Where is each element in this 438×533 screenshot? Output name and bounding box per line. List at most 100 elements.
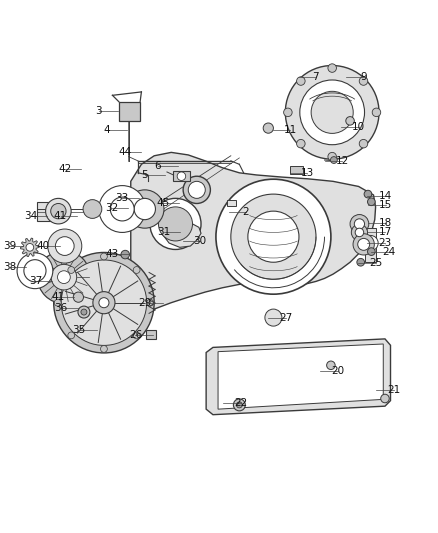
Polygon shape bbox=[131, 152, 376, 335]
Circle shape bbox=[265, 309, 282, 326]
Circle shape bbox=[284, 108, 292, 117]
Text: 33: 33 bbox=[115, 193, 128, 204]
Text: 17: 17 bbox=[378, 227, 392, 237]
Text: 30: 30 bbox=[194, 236, 207, 246]
Circle shape bbox=[133, 266, 140, 273]
Bar bbox=[290, 166, 303, 174]
Circle shape bbox=[297, 140, 305, 148]
Circle shape bbox=[354, 219, 364, 229]
Circle shape bbox=[81, 309, 87, 315]
Circle shape bbox=[51, 264, 77, 290]
Circle shape bbox=[381, 394, 389, 403]
Circle shape bbox=[357, 259, 364, 266]
Circle shape bbox=[78, 306, 90, 318]
Circle shape bbox=[46, 198, 71, 224]
Text: 27: 27 bbox=[279, 313, 293, 324]
Circle shape bbox=[121, 251, 130, 259]
Text: 7: 7 bbox=[312, 72, 318, 82]
Circle shape bbox=[126, 190, 164, 228]
Circle shape bbox=[177, 172, 186, 181]
Circle shape bbox=[68, 266, 74, 273]
Text: 29: 29 bbox=[138, 298, 152, 308]
Bar bbox=[226, 200, 236, 206]
Text: 31: 31 bbox=[157, 227, 170, 237]
Circle shape bbox=[147, 300, 154, 306]
Text: 18: 18 bbox=[379, 218, 392, 228]
Text: 25: 25 bbox=[369, 258, 382, 268]
Circle shape bbox=[133, 332, 140, 339]
Text: 9: 9 bbox=[360, 72, 367, 82]
Text: 10: 10 bbox=[352, 122, 365, 132]
Circle shape bbox=[327, 361, 335, 369]
Circle shape bbox=[353, 233, 374, 255]
Circle shape bbox=[355, 228, 364, 237]
Circle shape bbox=[330, 157, 337, 164]
Text: 39: 39 bbox=[3, 241, 16, 251]
Polygon shape bbox=[21, 238, 39, 256]
Circle shape bbox=[57, 271, 70, 284]
Text: 38: 38 bbox=[4, 262, 17, 272]
Circle shape bbox=[372, 108, 381, 117]
Text: 41: 41 bbox=[51, 292, 64, 302]
Bar bbox=[173, 171, 190, 181]
Circle shape bbox=[55, 237, 74, 255]
Circle shape bbox=[363, 236, 378, 251]
Circle shape bbox=[263, 123, 273, 133]
Text: 36: 36 bbox=[54, 303, 67, 313]
Text: 3: 3 bbox=[95, 106, 102, 116]
Circle shape bbox=[68, 332, 74, 339]
Circle shape bbox=[364, 190, 372, 198]
Circle shape bbox=[248, 211, 299, 262]
Text: 44: 44 bbox=[119, 148, 132, 157]
Text: 2: 2 bbox=[242, 207, 249, 217]
Text: 40: 40 bbox=[37, 241, 50, 251]
Circle shape bbox=[237, 402, 242, 408]
Text: 32: 32 bbox=[105, 203, 118, 213]
Circle shape bbox=[367, 198, 375, 206]
Circle shape bbox=[93, 292, 115, 314]
Circle shape bbox=[26, 244, 34, 251]
Circle shape bbox=[17, 253, 53, 289]
Circle shape bbox=[231, 194, 316, 279]
Circle shape bbox=[54, 253, 154, 353]
Polygon shape bbox=[206, 339, 391, 415]
Text: 4: 4 bbox=[103, 125, 110, 135]
Bar bbox=[146, 330, 156, 339]
Circle shape bbox=[188, 181, 205, 198]
Text: 6: 6 bbox=[154, 161, 161, 172]
Circle shape bbox=[233, 399, 245, 411]
Text: 12: 12 bbox=[336, 156, 349, 166]
Circle shape bbox=[134, 198, 155, 220]
Text: 37: 37 bbox=[29, 277, 42, 286]
Circle shape bbox=[99, 185, 146, 232]
Circle shape bbox=[328, 152, 336, 161]
Text: 26: 26 bbox=[129, 330, 142, 341]
Text: 45: 45 bbox=[156, 198, 170, 208]
Circle shape bbox=[101, 253, 107, 260]
Circle shape bbox=[311, 91, 353, 133]
Circle shape bbox=[328, 64, 336, 72]
Circle shape bbox=[48, 229, 82, 263]
Circle shape bbox=[367, 248, 375, 255]
Circle shape bbox=[285, 66, 379, 159]
Circle shape bbox=[54, 300, 61, 306]
Circle shape bbox=[359, 77, 368, 85]
Circle shape bbox=[99, 297, 109, 308]
Circle shape bbox=[351, 224, 367, 240]
Circle shape bbox=[38, 251, 90, 304]
Text: 41: 41 bbox=[54, 211, 67, 221]
Bar bbox=[365, 228, 376, 262]
Circle shape bbox=[183, 176, 210, 204]
Bar bbox=[119, 102, 140, 121]
Text: 20: 20 bbox=[332, 366, 345, 376]
Circle shape bbox=[300, 80, 364, 145]
Text: 35: 35 bbox=[72, 325, 85, 335]
Text: 24: 24 bbox=[383, 247, 396, 256]
Circle shape bbox=[110, 197, 134, 221]
Text: 14: 14 bbox=[378, 191, 392, 201]
Circle shape bbox=[51, 204, 66, 219]
Circle shape bbox=[358, 238, 370, 251]
Bar bbox=[37, 202, 63, 221]
Text: 43: 43 bbox=[106, 249, 119, 259]
Text: 21: 21 bbox=[388, 385, 401, 395]
